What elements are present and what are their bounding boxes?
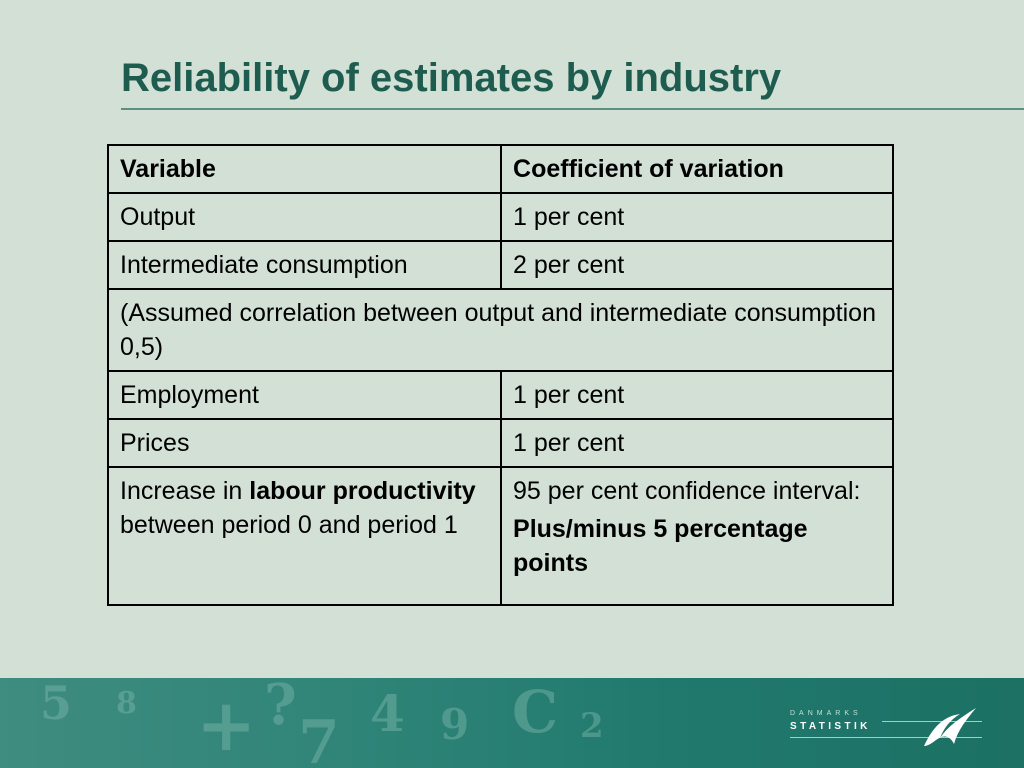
header-coefficient: Coefficient of variation xyxy=(500,144,894,194)
logo-main-text: STATISTIK xyxy=(790,721,871,732)
title-divider xyxy=(121,108,1024,110)
row-variable: Increase in labour productivity between … xyxy=(106,466,503,606)
row-value: 2 per cent xyxy=(500,240,894,290)
confidence-interval-value: Plus/minus 5 percentage points xyxy=(513,512,882,580)
decorative-glyph: 8 xyxy=(116,686,137,721)
table-note-row: (Assumed correlation between output and … xyxy=(107,288,894,372)
table-row: Prices 1 per cent xyxy=(106,418,894,468)
slide-title: Reliability of estimates by industry xyxy=(121,56,782,100)
row-value: 1 per cent xyxy=(500,192,894,242)
variable-bold: labour productivity xyxy=(249,477,476,505)
row-variable: Employment xyxy=(106,370,503,420)
row-value: 1 per cent xyxy=(500,418,894,468)
correlation-note: (Assumed correlation between output and … xyxy=(107,288,894,372)
logo-divider xyxy=(790,737,982,738)
decorative-glyph: + xyxy=(196,682,257,767)
table-row: Employment 1 per cent xyxy=(106,370,894,420)
row-value: 95 per cent confidence interval: Plus/mi… xyxy=(500,466,894,606)
table-header-row: Variable Coefficient of variation xyxy=(106,144,894,194)
decorative-glyph: 9 xyxy=(440,700,470,749)
confidence-interval-bold: Plus/minus 5 percentage points xyxy=(513,515,808,577)
table-row: Intermediate consumption 2 per cent xyxy=(106,240,894,290)
danmarks-statistik-logo: DANMARKS STATISTIK xyxy=(786,700,986,756)
table-row: Increase in labour productivity between … xyxy=(106,466,894,606)
bird-swoosh-icon xyxy=(924,708,976,746)
decorative-glyph: 2 xyxy=(580,706,604,746)
row-variable: Output xyxy=(106,192,503,242)
row-variable: Prices xyxy=(106,418,503,468)
decorative-glyph: 7 xyxy=(298,708,340,768)
variable-post: between period 0 and period 1 xyxy=(120,511,458,539)
reliability-table: Variable Coefficient of variation Output… xyxy=(106,144,894,606)
logo-divider xyxy=(882,721,982,722)
logo-small-text: DANMARKS xyxy=(790,710,862,717)
row-value: 1 per cent xyxy=(500,370,894,420)
footer-band: 5 8 + ? 7 4 9 C 2 xyxy=(0,678,1024,768)
decorative-glyph: ? xyxy=(264,678,297,738)
confidence-interval-text: 95 per cent confidence interval: xyxy=(513,477,861,505)
header-variable: Variable xyxy=(106,144,503,194)
row-variable: Intermediate consumption xyxy=(106,240,503,290)
decorative-glyph: 4 xyxy=(370,684,405,743)
decorative-glyph: 5 xyxy=(40,678,73,730)
variable-pre: Increase in xyxy=(120,477,250,505)
table-row: Output 1 per cent xyxy=(106,192,894,242)
decorative-glyph: C xyxy=(512,678,559,746)
